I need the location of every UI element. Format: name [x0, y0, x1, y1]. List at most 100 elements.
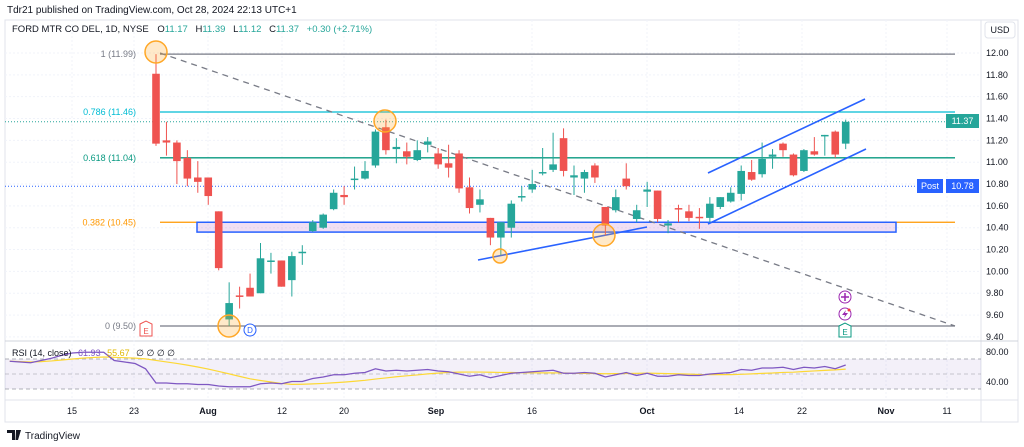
candle [706, 197, 714, 223]
fib-level-label: 0.618 (11.04) [83, 153, 136, 163]
candle [528, 169, 536, 193]
candle [162, 121, 171, 156]
notification-dot-icon [847, 308, 851, 312]
candle [225, 282, 233, 326]
rsi-ma-value: 55.67 [107, 348, 130, 358]
support-zone[interactable] [196, 221, 897, 233]
rsi-value: 61.93 [78, 348, 101, 358]
tradingview-logo[interactable]: TradingView [7, 430, 81, 442]
highlight-circles[interactable] [144, 40, 616, 338]
highlight-circle[interactable] [217, 314, 241, 338]
price-tick: 10.20 [986, 245, 1009, 255]
candle [329, 189, 338, 211]
candle [267, 252, 275, 274]
candle [789, 153, 798, 177]
candle-body [664, 223, 672, 226]
upcoming-earnings-icon[interactable] [838, 322, 852, 338]
time-tick: Aug [199, 406, 217, 416]
ohlc-legend: FORD MTR CO DEL, 1D, NYSE O11.17 H11.39 … [12, 24, 372, 35]
candle [288, 251, 296, 297]
candle-body [371, 131, 380, 166]
candle [622, 163, 631, 190]
trend-line-dashed[interactable] [159, 52, 956, 327]
price-tick: 10.80 [986, 179, 1009, 189]
post-market-label: Post [921, 181, 940, 191]
candle [653, 190, 662, 223]
price-axis[interactable]: USD 12.00 11.80 11.60 11.40 11.20 11.00 10.80 1… [917, 21, 1016, 342]
price-tick: 11.40 [986, 114, 1008, 124]
symbol-label: FORD MTR CO DEL, 1D, NYSE [12, 24, 149, 35]
dividend-marker[interactable]: D [243, 323, 257, 337]
channel-upper-line[interactable] [707, 98, 866, 174]
candle [695, 208, 704, 229]
price-tick: 9.40 [986, 332, 1004, 342]
candle [507, 200, 516, 238]
candle [726, 187, 735, 203]
rsi-tick-80: 80.00 [986, 347, 1009, 357]
candle [173, 140, 181, 185]
candle [361, 161, 369, 180]
candle [841, 119, 850, 150]
low-label: L [233, 24, 238, 35]
candle [632, 204, 641, 223]
candle [821, 134, 829, 156]
plus-glyph-icon [841, 293, 849, 301]
highlight-circle[interactable] [373, 109, 397, 133]
post-price-badge [946, 179, 979, 193]
price-tick: 10.60 [986, 201, 1009, 211]
highlight-circle[interactable] [492, 248, 508, 264]
candle [674, 204, 683, 223]
candle-body [288, 256, 296, 281]
tradingview-logo-icon [7, 430, 21, 440]
candle [758, 142, 766, 178]
candle-body [413, 150, 422, 161]
candle-body [768, 154, 777, 157]
channel-lower-line[interactable] [707, 148, 867, 225]
candle [382, 119, 390, 155]
candle-body [528, 184, 536, 190]
candle [643, 181, 651, 207]
candle [601, 206, 610, 236]
highlight-circle[interactable] [592, 223, 616, 247]
candle-body [591, 165, 599, 178]
candle-body [256, 258, 265, 294]
price-tick: 10.40 [986, 223, 1009, 233]
candle-body [173, 142, 181, 162]
candle-body [601, 206, 610, 226]
lightning-glyph-icon [842, 310, 848, 318]
highlight-circle[interactable] [144, 40, 168, 64]
candle-body [277, 260, 286, 287]
candle [319, 213, 327, 229]
high-label: H [195, 24, 202, 35]
candle-body [298, 251, 307, 254]
currency-button[interactable] [984, 21, 1016, 39]
candle-body [821, 134, 829, 137]
candle-body [403, 151, 411, 157]
candle-body [726, 192, 735, 202]
upcoming-events[interactable]: E [838, 290, 852, 338]
candle-body [319, 214, 327, 228]
post-market-badge [917, 179, 943, 193]
post-price-value: 10.78 [951, 181, 974, 191]
earnings-icon [139, 320, 153, 337]
fib-level-label: 0.786 (11.46) [83, 107, 136, 117]
candle-body [476, 199, 484, 205]
candle-body [507, 203, 516, 228]
high-value: 11.39 [202, 24, 225, 35]
candles [152, 54, 850, 326]
time-axis[interactable]: 15 23 Aug 12 20 Sep 16 Oct 14 22 Nov 11 [67, 406, 952, 416]
candle-body [194, 177, 202, 182]
candle-body [622, 178, 631, 187]
candle-body [267, 260, 275, 262]
time-tick: 22 [797, 406, 807, 416]
earnings-marker[interactable]: E [139, 320, 153, 337]
candle [831, 130, 840, 158]
fib-retracement[interactable]: 1 (11.99) 0.786 (11.46) 0.618 (11.04) 0.382… [82, 49, 955, 331]
candle [444, 144, 453, 178]
candle [476, 189, 484, 213]
rsi-pane[interactable]: RSI (14, close) 61.93 55.67 ∅ ∅ ∅ ∅ 80.0… [5, 347, 1009, 390]
candle [434, 148, 442, 169]
time-tick: 12 [277, 406, 287, 416]
tradingview-brand: TradingView [25, 431, 81, 442]
